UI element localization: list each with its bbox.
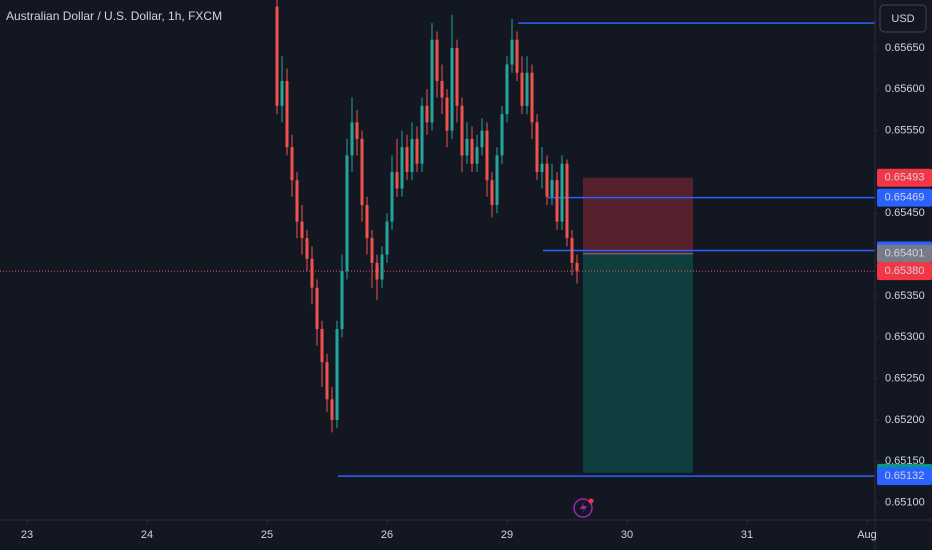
candle-body [275, 6, 279, 106]
price-axis: 0.65650 0.65600 0.65550 0.65450 0.65350 0.653… [21, 42, 932, 541]
candle-body [325, 362, 329, 400]
price-tag [877, 467, 932, 486]
candle-body [290, 147, 294, 181]
x-tick-label: 30 [621, 529, 633, 541]
candle-body [355, 122, 359, 139]
price-tag [877, 262, 932, 281]
candle-body [330, 399, 334, 420]
candle-body [460, 105, 464, 156]
target-zone [583, 253, 693, 473]
y-tick-label: 0.65600 [885, 83, 925, 95]
y-tick-label: 0.65300 [885, 331, 925, 343]
chart-title: Australian Dollar / U.S. Dollar, 1h, FXC… [6, 9, 222, 23]
candle-body [345, 155, 349, 272]
candle-body [570, 238, 574, 263]
candle-body [475, 147, 479, 164]
candle-body [540, 163, 544, 172]
candle-body [280, 81, 284, 106]
candle-body [440, 81, 444, 98]
candle-body [370, 238, 374, 263]
candle-body [430, 39, 434, 123]
y-tick-label: 0.65550 [885, 125, 925, 137]
x-tick-label: Aug [857, 529, 877, 541]
candle-body [470, 138, 474, 164]
candle-body [545, 163, 549, 197]
candle-body [320, 329, 324, 363]
candle-body [365, 205, 369, 239]
y-tick-label: 0.65100 [885, 497, 925, 509]
y-tick-label: 0.65350 [885, 290, 925, 302]
candle-body [385, 221, 389, 255]
candle-body [465, 138, 469, 156]
x-tick-label: 23 [21, 529, 33, 541]
currency-label[interactable]: USD [891, 13, 914, 25]
price-tag-label: 0.65132 [885, 470, 925, 482]
candle-body [420, 105, 424, 164]
price-tag-label: 0.65380 [885, 265, 925, 277]
candle-body [455, 47, 459, 106]
y-tick-label: 0.65250 [885, 373, 925, 385]
candle-body [405, 147, 409, 172]
candle-body [425, 105, 429, 123]
candle-body [510, 39, 514, 65]
candle-body [520, 72, 524, 106]
candle-body [555, 180, 559, 222]
price-tag-label: 0.65493 [885, 172, 925, 184]
x-tick-label: 29 [501, 529, 513, 541]
candle-body [450, 47, 454, 131]
candle-body [350, 122, 354, 156]
y-tick-label: 0.65200 [885, 414, 925, 426]
x-tick-label: 24 [141, 529, 153, 541]
candle-body [285, 81, 289, 148]
candle-body [380, 254, 384, 280]
candle-body [565, 163, 569, 239]
candle-body [490, 180, 494, 206]
candle-body [395, 171, 399, 189]
candle-body [500, 114, 504, 156]
candle-body [505, 64, 509, 115]
candle-body [515, 39, 519, 73]
candle-body [415, 138, 419, 164]
candle-body [315, 287, 319, 330]
candle-body [485, 130, 489, 181]
candle-body [335, 329, 339, 420]
x-tick-label: 26 [381, 529, 393, 541]
price-tag [877, 168, 932, 187]
lightning-icon[interactable] [573, 498, 594, 518]
candle-body [410, 138, 414, 172]
candle-body [360, 138, 364, 206]
candle-body [375, 262, 379, 280]
candle-body [295, 180, 299, 222]
y-tick-label: 0.65650 [885, 42, 925, 54]
candle-body [310, 258, 314, 288]
price-tag-label: 0.65401 [885, 248, 925, 260]
candle-body [305, 238, 309, 259]
x-tick-label: 31 [741, 529, 753, 541]
candle-body [480, 130, 484, 148]
x-tick-label: 25 [261, 529, 273, 541]
candle-body [550, 180, 554, 197]
currency-button[interactable] [879, 4, 927, 33]
candle-body [575, 262, 579, 272]
price-tag [877, 244, 932, 263]
candle-body [525, 72, 529, 106]
candle-body [400, 147, 404, 189]
stop-zone [583, 177, 693, 254]
candle-body [340, 271, 344, 330]
plot-area [0, 0, 875, 477]
candle-body [445, 97, 449, 131]
candle-body [390, 171, 394, 222]
candle-body [435, 39, 439, 82]
y-tick-label: 0.65450 [885, 207, 925, 219]
price-tag-label: 0.65469 [885, 191, 925, 203]
price-tag [877, 188, 932, 207]
candle-body [535, 122, 539, 172]
candle-body [530, 72, 534, 123]
candle-body [495, 155, 499, 206]
candle-body [560, 163, 564, 222]
candle-body [300, 221, 304, 239]
